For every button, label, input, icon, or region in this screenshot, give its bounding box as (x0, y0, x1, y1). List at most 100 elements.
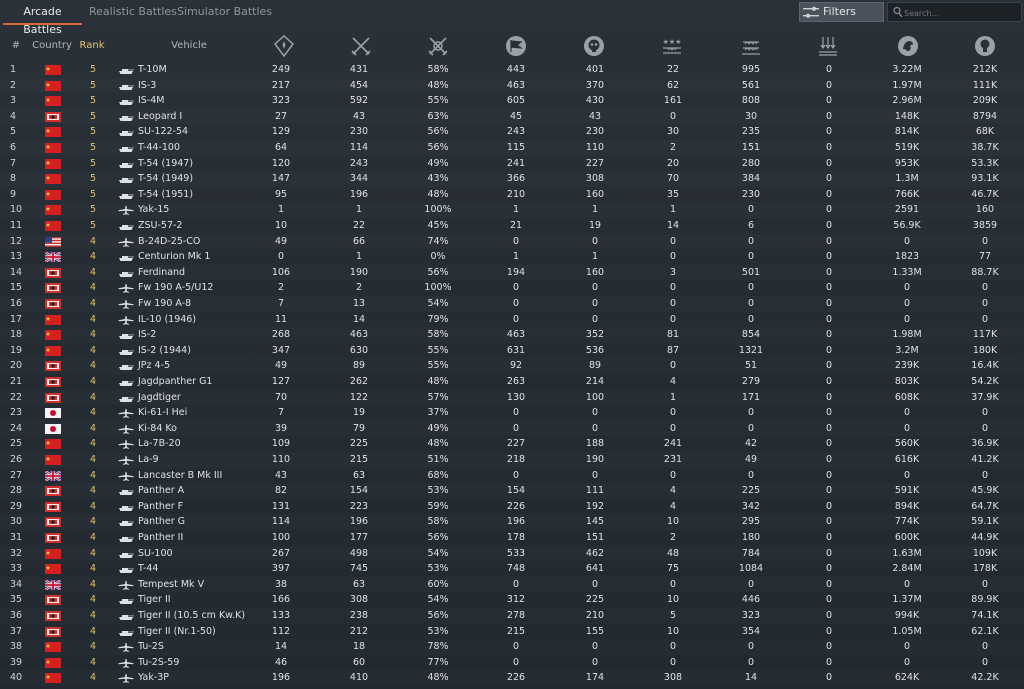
stat-cell: 75 (666, 563, 680, 575)
table-row[interactable]: 14 4 Ferdinand 106 190 56% 194 160 3 501 0 1.33M 88.… (0, 265, 1024, 281)
table-row[interactable]: 5 5 SU-122-54 129 230 56% 243 230 30 235 0 814K 68K (0, 124, 1024, 140)
table-row[interactable]: 4 5 Leopard I 27 43 63% 45 43 0 30 0 148K 8794 (0, 109, 1024, 125)
stat-cell: 308 (663, 672, 683, 684)
header-country[interactable]: Country (32, 40, 72, 51)
stat-cell: 616K (894, 454, 920, 465)
ground-targets-destroyed-icon[interactable] (739, 34, 763, 58)
table-row[interactable]: 12 4 B-24D-25-CO 49 66 74% 0 0 0 0 0 0 0 (0, 234, 1024, 250)
table-row[interactable]: 17 4 IL-10 (1946) 11 14 79% 0 0 0 0 0 0 0 (0, 312, 1024, 328)
air-targets-destroyed-icon[interactable]: ★★★ (660, 34, 684, 58)
china-flag-icon (45, 657, 61, 668)
stat-cell: 1.97M (892, 79, 922, 91)
stat-cell: 995 (741, 64, 761, 75)
table-row[interactable]: 7 5 T-54 (1947) 120 243 49% 241 227 20 280 0 953K 53… (0, 156, 1024, 172)
table-row[interactable]: 37 4 Tiger II (Nr.1-50) 112 212 53% 215 155 10 35… (0, 624, 1024, 640)
table-row[interactable]: 21 4 Jagdpanther G1 127 262 48% 263 214 4 279 0 803… (0, 374, 1024, 390)
table-row[interactable]: 40 4 Yak-3P 196 410 48% 226 174 308 14 0 624K 42.2K (0, 670, 1024, 686)
stat-cell: 13 (352, 298, 366, 309)
table-row[interactable]: 18 4 IS-2 268 463 58% 463 352 81 854 0 1.98M 117K (0, 327, 1024, 343)
stat-cell: 312 (506, 594, 526, 606)
vehicle-name: Tu-2S (138, 641, 164, 653)
china-flag-icon (45, 548, 61, 559)
table-row[interactable]: 33 4 T-44 397 745 53% 748 641 75 1084 0 2.84M 178K (0, 561, 1024, 577)
stat-cell: 46 (274, 656, 288, 668)
germany-flag-icon (45, 283, 61, 294)
stat-cell: 131 (271, 500, 291, 512)
table-row[interactable]: 2 5 IS-3 217 454 48% 463 370 62 561 0 1.97M 111K (0, 78, 1024, 94)
research-points-icon[interactable] (973, 34, 997, 58)
table-row[interactable]: 3 5 IS-4M 323 592 55% 605 430 161 808 0 2.96M 209K (0, 93, 1024, 109)
tank-icon (119, 568, 134, 574)
row-number: 18 (10, 329, 23, 341)
table-row[interactable]: 8 5 T-54 (1949) 147 344 43% 366 308 70 384 0 1.3M 93… (0, 171, 1024, 187)
table-row[interactable]: 32 4 SU-100 267 498 54% 533 462 48 784 0 1.63M 109K (0, 546, 1024, 562)
table-row[interactable]: 36 4 Tiger II (10.5 cm Kw.K) 133 238 56% 278 21… (0, 608, 1024, 624)
stat-cell: 54% (427, 298, 449, 309)
stat-cell: 430 (585, 95, 605, 107)
victories-icon[interactable] (349, 34, 373, 58)
stat-cell: 215 (506, 625, 526, 637)
battles-icon[interactable] (272, 34, 296, 58)
table-row[interactable]: 6 5 T-44-100 64 114 56% 115 110 2 151 0 519K 38.7K (0, 140, 1024, 156)
table-row[interactable]: 20 4 JPz 4-5 49 89 55% 92 89 0 51 0 239K 16.4K (0, 358, 1024, 374)
germany-flag-icon (45, 267, 61, 278)
tab-realistic-battles[interactable]: Realistic Battles (89, 5, 177, 18)
stat-cell: 0 (669, 282, 677, 294)
silver-lions-icon[interactable] (896, 34, 920, 58)
table-row[interactable]: 9 5 T-54 (1951) 95 196 48% 210 160 35 230 0 766K 46.… (0, 187, 1024, 203)
table-row[interactable]: 23 4 Ki-61-I Hei 7 19 37% 0 0 0 0 0 0 0 (0, 405, 1024, 421)
header-vehicle[interactable]: Vehicle (171, 40, 207, 51)
table-row[interactable]: 30 4 Panther G 114 196 58% 196 145 10 295 0 774K 59.… (0, 514, 1024, 530)
table-row[interactable]: 24 4 Ki-84 Ko 39 79 49% 0 0 0 0 0 0 0 (0, 421, 1024, 437)
rank-value: 4 (89, 251, 97, 263)
deaths-icon[interactable] (582, 34, 606, 58)
table-row[interactable]: 28 4 Panther A 82 154 53% 154 111 4 225 0 591K 45.9K (0, 483, 1024, 499)
stat-cell: 0 (669, 656, 677, 668)
table-row[interactable]: 1 5 T-10M 249 431 58% 443 401 22 995 0 3.22M 212K (0, 62, 1024, 78)
stat-cell: 0 (825, 110, 833, 122)
table-row[interactable]: 11 5 ZSU-57-2 10 22 45% 21 19 14 6 0 56.9K 3859 (0, 218, 1024, 234)
row-number: 21 (10, 376, 23, 387)
stat-cell: 1 (591, 204, 599, 216)
search-box[interactable] (887, 2, 1022, 22)
table-row[interactable]: 25 4 La-7B-20 109 225 48% 227 188 241 42 0 560K 36.9… (0, 436, 1024, 452)
filters-button[interactable]: Filters (799, 2, 884, 22)
stat-cell: 155 (585, 625, 605, 637)
stat-cell: 70 (666, 173, 680, 185)
stat-cell: 0 (669, 251, 677, 263)
stat-cell: 1.3M (895, 173, 919, 185)
stat-cell: 803K (894, 376, 920, 387)
table-row[interactable]: 26 4 La-9 110 215 51% 218 190 231 49 0 616K 41.2K (0, 452, 1024, 468)
table-row[interactable]: 22 4 Jagdtiger 70 122 57% 130 100 1 171 0 608K 37.9K (0, 390, 1024, 406)
table-row[interactable]: 38 4 Tu-2S 14 18 78% 0 0 0 0 0 0 0 (0, 639, 1024, 655)
stat-cell: 45.9K (971, 485, 999, 497)
table-row[interactable]: 35 4 Tiger II 166 308 54% 312 225 10 446 0 1.37M 89.… (0, 592, 1024, 608)
stat-cell: 0 (591, 282, 599, 294)
china-flag-icon (45, 158, 61, 169)
table-row[interactable]: 31 4 Panther II 100 177 56% 178 151 2 180 0 600K 44.… (0, 530, 1024, 546)
table-row[interactable]: 13 4 Centurion Mk 1 0 1 0% 1 1 0 0 0 1823 77 (0, 249, 1024, 265)
table-row[interactable]: 29 4 Panther F 131 223 59% 226 192 4 342 0 894K 64.7… (0, 499, 1024, 515)
header-rank[interactable]: Rank (79, 40, 105, 51)
search-input[interactable] (902, 4, 1021, 22)
table-row[interactable]: 27 4 Lancaster B Mk III 43 63 68% 0 0 0 0 0 0 0 (0, 468, 1024, 484)
table-row[interactable]: 34 4 Tempest Mk V 38 63 60% 0 0 0 0 0 0 0 (0, 577, 1024, 593)
table-row[interactable]: 10 5 Yak-15 1 1 100% 1 1 1 0 0 2591 160 (0, 202, 1024, 218)
table-row[interactable]: 16 4 Fw 190 A-8 7 13 54% 0 0 0 0 0 0 0 (0, 296, 1024, 312)
naval-targets-destroyed-icon[interactable] (816, 34, 840, 58)
stat-cell: 147 (271, 173, 291, 185)
stat-cell: 7 (277, 298, 285, 309)
tab-arcade-battles[interactable]: Arcade Battles (3, 3, 82, 36)
vehicle-name: La-7B-20 (138, 438, 181, 450)
table-row[interactable]: 39 4 Tu-2S-59 46 60 77% 0 0 0 0 0 0 0 (0, 655, 1024, 671)
table-row[interactable]: 19 4 IS-2 (1944) 347 630 55% 631 536 87 1321 0 3.2M… (0, 343, 1024, 359)
stat-cell: 0 (669, 578, 677, 590)
row-number: 33 (10, 563, 23, 575)
stat-cell: 227 (585, 157, 605, 169)
stat-cell: 592 (349, 95, 369, 107)
tab-simulator-battles[interactable]: Simulator Battles (177, 5, 273, 18)
tank-icon (119, 100, 134, 106)
win-rate-icon[interactable] (426, 34, 450, 58)
table-row[interactable]: 15 4 Fw 190 A-5/U12 2 2 100% 0 0 0 0 0 0 0 (0, 280, 1024, 296)
respawns-icon[interactable] (504, 34, 528, 58)
